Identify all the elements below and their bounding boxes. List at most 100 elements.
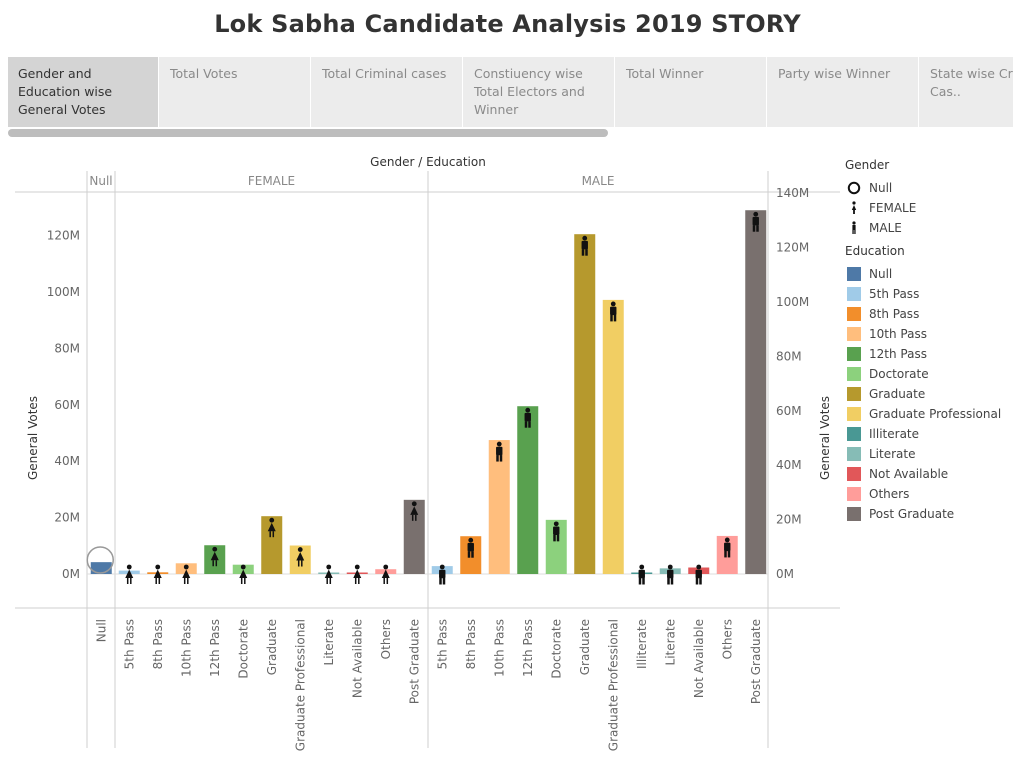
legend-item-doctorate[interactable]: Doctorate [845,364,1001,384]
y-right-tick-label: 20M [776,513,802,527]
y-right-tick-label: 120M [776,241,809,255]
x-tick-label: 10th Pass [179,619,193,677]
legend-education-title: Education [845,244,905,258]
x-tick-label: 5th Pass [122,619,136,669]
male-icon-leg-left [496,455,499,462]
female-icon-head [212,546,218,552]
female-icon-leg-right [158,578,161,584]
female-icon-leg-right [272,531,275,538]
male-icon [847,221,861,235]
legend-item-8th-pass[interactable]: 8th Pass [845,304,1001,324]
female-icon-dress [125,569,134,578]
pane-header-male: MALE [582,174,615,188]
tab-scrollbar[interactable] [8,129,608,137]
legend-item-gender-male[interactable]: MALE [845,218,1001,238]
female-icon-dress [410,506,419,515]
female-icon-head [240,564,246,570]
male-icon-leg-right [471,551,474,558]
legend-item-10th-pass[interactable]: 10th Pass [845,324,1001,344]
male-icon-leg-left [724,550,727,558]
legend-label: Graduate Professional [869,407,1002,421]
legend-label: 5th Pass [869,287,920,301]
bar-male-12th-pass [517,406,539,574]
male-icon-leg-right [727,550,731,558]
story-tab-bar: Gender and Education wise General Votes … [8,57,1013,127]
female-icon-leg-left [354,578,357,584]
bar-chart: Gender / Education General Votes General… [15,155,840,751]
legend-item-gender-female[interactable]: FEMALE [845,198,1001,218]
tab-state-criminal-cases[interactable]: State wise Criminal Cas.. [920,57,1013,127]
female-icon-dress [182,569,191,578]
y-tick-label: 80M [54,341,80,355]
female-icon-head [383,564,389,570]
male-icon-head [753,211,759,217]
legend-swatch [847,327,861,341]
bar-male-graduate-professional [602,299,624,574]
female-icon-dress [153,569,162,578]
bar-male-post-graduate [745,210,767,574]
male-icon-leg-right [756,225,759,232]
female-icon-dress [267,522,276,532]
tab-total-winner[interactable]: Total Winner [616,57,767,127]
legend-item-graduate-professional[interactable]: Graduate Professional [845,404,1001,424]
legend-swatch [847,387,861,401]
bar-male-doctorate [545,519,567,574]
legend-swatch [847,467,861,481]
legend-item-others[interactable]: Others [845,484,1001,504]
male-icon-torso [724,542,731,552]
female-icon-leg-right [130,578,132,584]
y-tick-label: 20M [54,511,80,525]
female-icon-dress [296,552,305,561]
legend-item-12th-pass[interactable]: 12th Pass [845,344,1001,364]
tab-total-criminal-cases[interactable]: Total Criminal cases [312,57,463,127]
x-tick-label: Doctorate [236,619,250,679]
female-icon-leg-left [383,578,385,584]
male-icon-leg-left [667,578,670,585]
male-icon-torso [752,216,759,226]
bar-female-graduate [261,516,283,574]
female-icon-leg-left [183,578,186,584]
male-icon-leg-right [585,249,588,256]
legend-item-post-graduate[interactable]: Post Graduate [845,504,1001,524]
male-icon-leg-right [442,578,446,585]
legend-gender-title: Gender [845,158,890,172]
legend-item-illiterate[interactable]: Illiterate [845,424,1001,444]
legend-item-not-available[interactable]: Not Available [845,464,1001,484]
male-icon-leg-right [699,578,702,585]
legend-label: FEMALE [869,201,917,215]
legend-swatch [847,407,861,421]
legend-label: Doctorate [869,367,929,381]
legend-swatch [847,287,861,301]
female-icon-leg-right [329,578,332,584]
x-tick-label: Graduate [578,619,592,675]
tab-total-votes[interactable]: Total Votes [160,57,311,127]
legend-item-graduate[interactable]: Graduate [845,384,1001,404]
male-icon-leg-right [670,578,674,585]
male-icon-leg-right [556,534,560,542]
x-tick-label: Post Graduate [407,619,421,704]
x-tick-label: Post Graduate [749,619,763,704]
legend-item-5th-pass[interactable]: 5th Pass [845,284,1001,304]
male-icon-head [610,301,616,307]
female-icon-head [326,564,332,570]
page-title: Lok Sabha Candidate Analysis 2019 STORY [214,10,801,38]
tab-gender-education[interactable]: Gender and Education wise General Votes [8,57,159,127]
male-icon-torso [610,306,617,316]
female-icon-leg-left [269,531,271,538]
bar-female-post-graduate [403,499,425,574]
female-icon-head [155,564,161,570]
female-icon-head [269,517,275,523]
female-icon-head [411,501,417,507]
legend-swatch [847,347,861,361]
legend-item-literate[interactable]: Literate [845,444,1001,464]
legend-item-null[interactable]: Null [845,264,1001,284]
tab-constituency-electors-winner[interactable]: Constiuency wise Total Electors and Winn… [464,57,615,127]
female-icon-leg-left [297,560,300,567]
x-tick-label: Others [720,619,734,659]
female-icon-dress [381,569,390,578]
male-icon-torso [467,542,474,552]
legend-item-gender-null[interactable]: Null [845,178,1001,198]
legend-label: Literate [869,447,916,461]
tab-party-wise-winner[interactable]: Party wise Winner [768,57,919,127]
y-right-tick-label: 60M [776,404,802,418]
